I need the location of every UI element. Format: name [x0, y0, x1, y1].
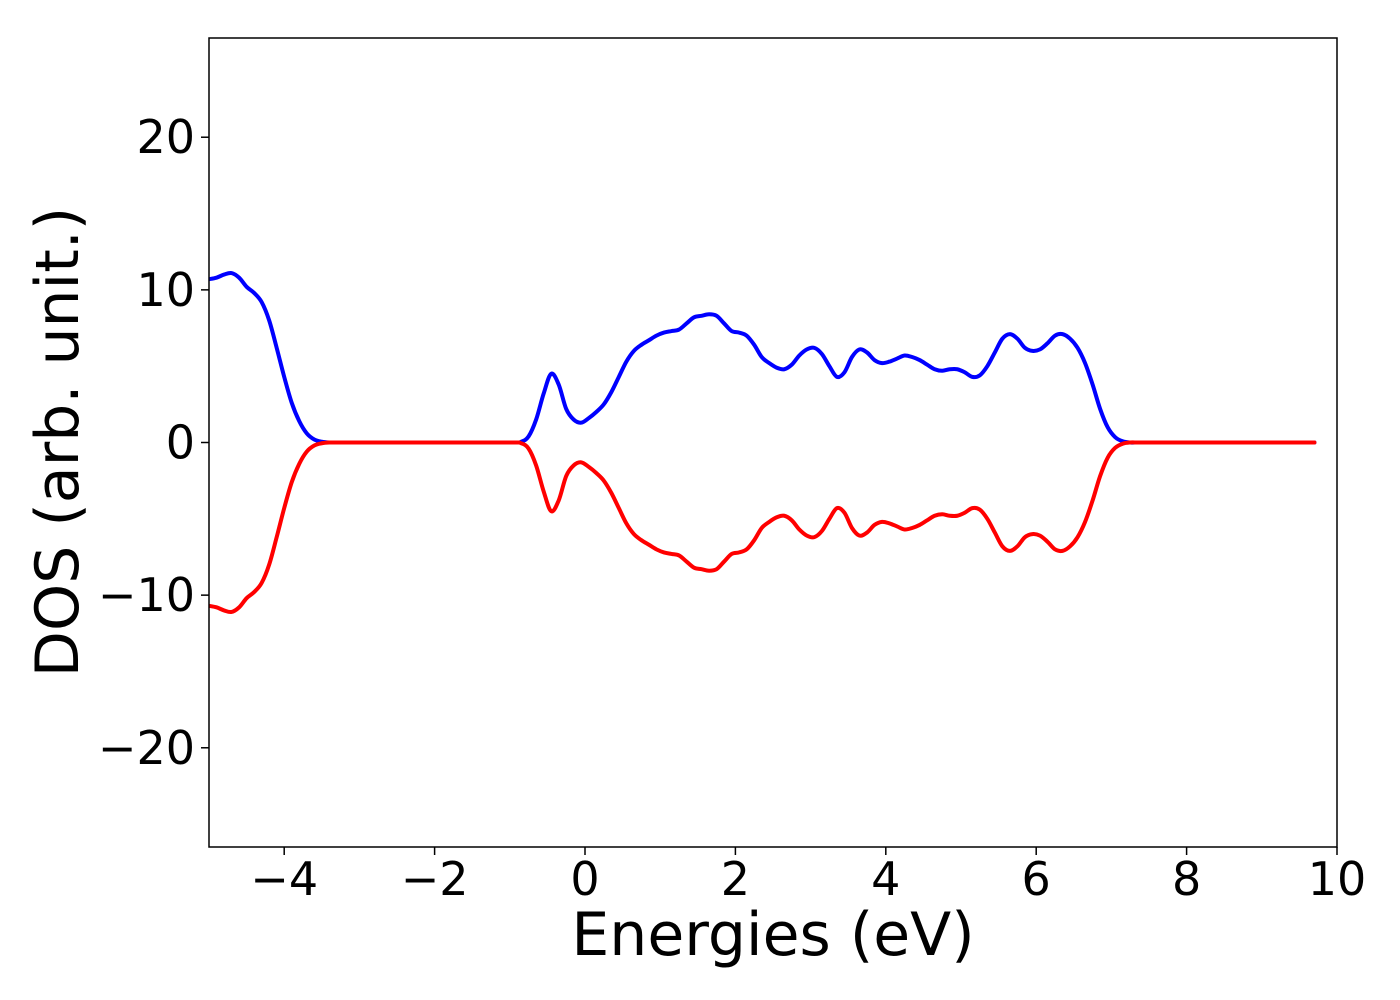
series-line-up	[209, 270, 1317, 445]
series-line-down	[209, 440, 1317, 615]
x-tick-label: −4	[250, 852, 318, 906]
y-tick-label: −20	[98, 721, 195, 775]
x-tick-label: 2	[721, 852, 750, 906]
y-tick-label: 0	[166, 416, 195, 470]
x-axis-label: Energies (eV)	[571, 900, 974, 970]
series-layer	[209, 270, 1317, 615]
x-tick-label: −2	[401, 852, 469, 906]
y-tick-label: 10	[136, 263, 195, 317]
x-tick-label: 0	[570, 852, 599, 906]
x-axis-ticks: −4 −2 0 2 4 6 8 10	[250, 847, 1366, 906]
y-tick-label: −10	[98, 568, 195, 622]
y-tick-label: 20	[136, 110, 195, 164]
x-tick-label: 10	[1308, 852, 1367, 906]
y-axis-label: DOS (arb. unit.)	[23, 207, 93, 677]
x-tick-label: 6	[1022, 852, 1051, 906]
x-tick-label: 8	[1172, 852, 1201, 906]
x-tick-label: 4	[871, 852, 900, 906]
y-axis-ticks: −20 −10 0 10 20	[98, 110, 209, 775]
